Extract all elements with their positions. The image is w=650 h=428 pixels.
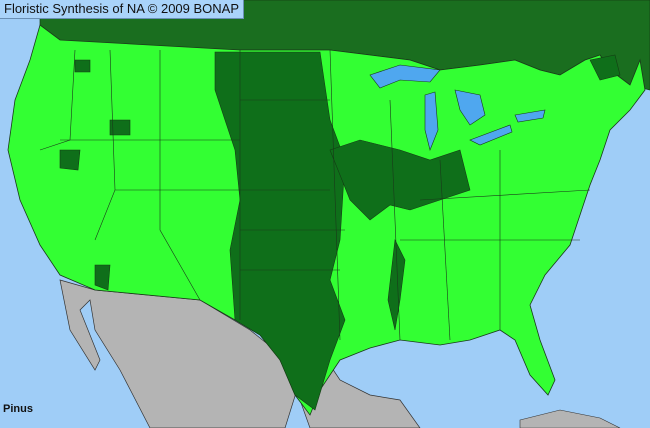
map-title: Floristic Synthesis of NA © 2009 BONAP	[0, 0, 245, 19]
northeast-patch	[589, 54, 621, 81]
great-basin-patch	[59, 149, 81, 171]
lake-huron	[454, 89, 486, 126]
lake-michigan	[424, 91, 439, 151]
midwest-region	[329, 139, 471, 221]
mississippi-region	[387, 238, 406, 331]
dark-present-regions	[59, 51, 621, 411]
cuba	[519, 409, 621, 428]
northwest-patch	[74, 59, 91, 73]
lake-erie	[469, 124, 513, 146]
lake-ontario	[514, 109, 546, 123]
southwest-patch	[94, 264, 111, 291]
lake-superior	[369, 64, 441, 89]
great-lakes	[369, 64, 546, 151]
state-borders	[39, 49, 591, 341]
taxon-label: Pinus	[3, 403, 33, 415]
idaho-patch	[109, 119, 131, 136]
